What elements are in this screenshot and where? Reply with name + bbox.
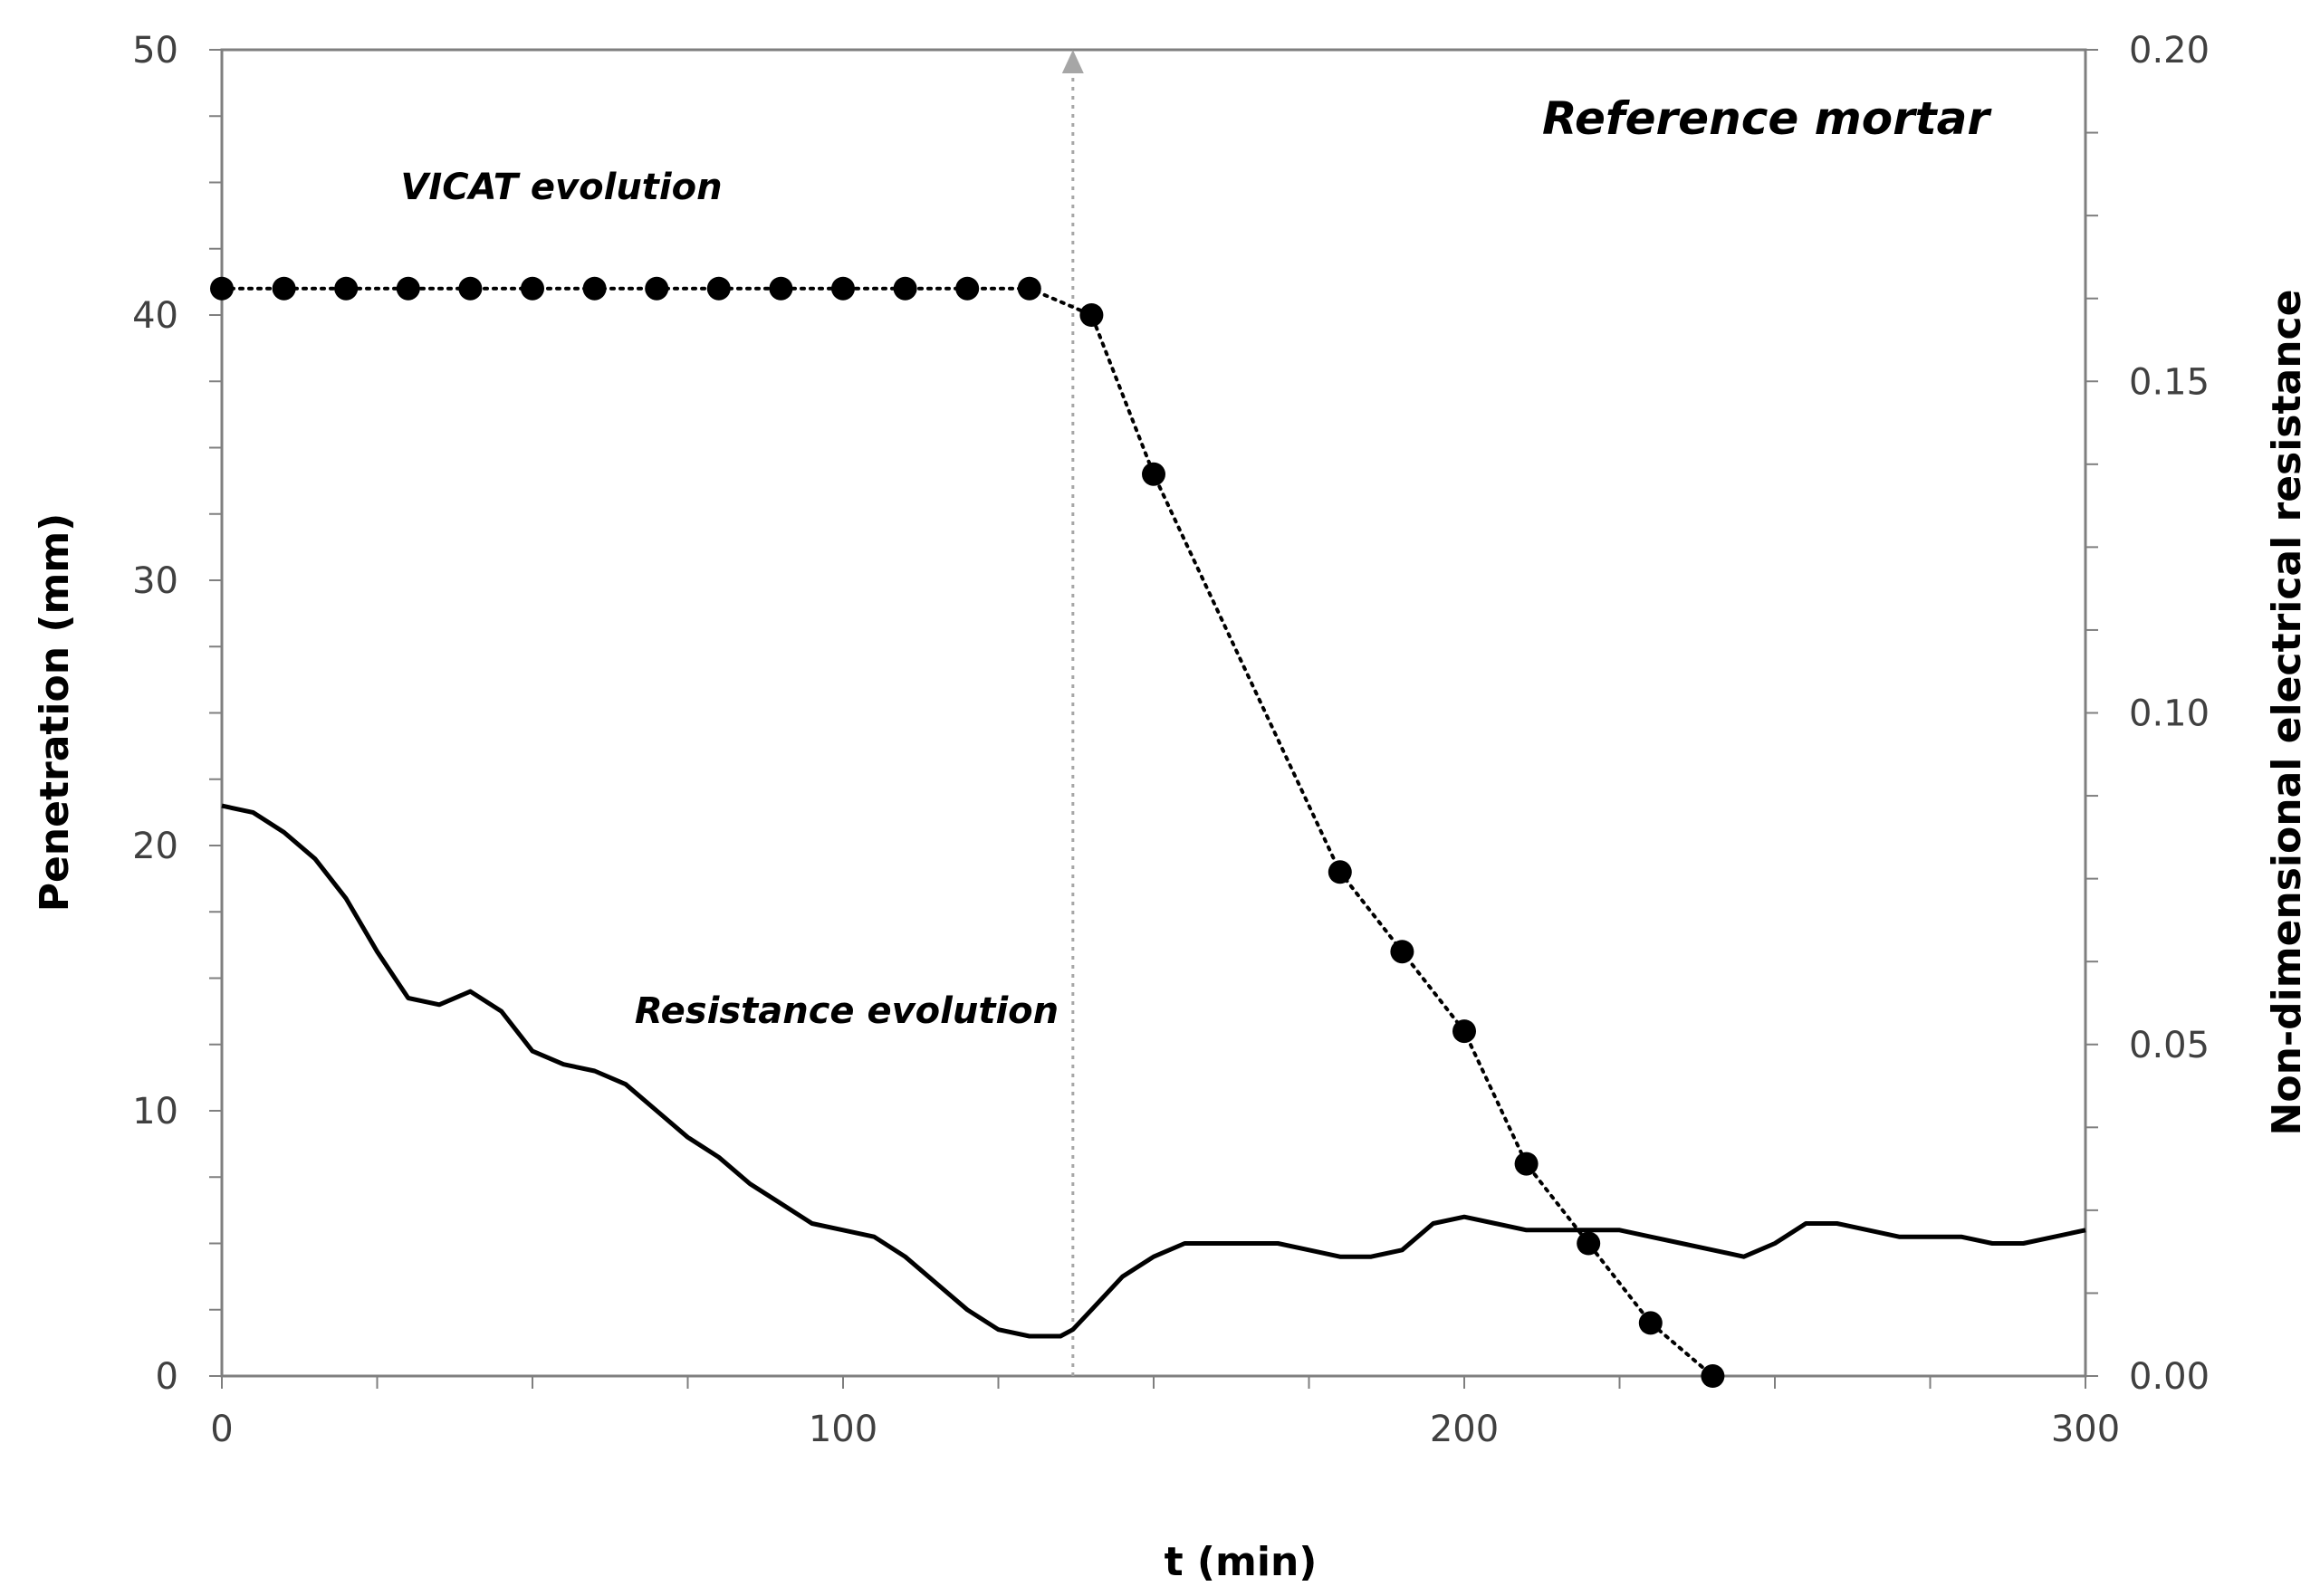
vicat-point bbox=[521, 276, 544, 301]
plot-frame bbox=[220, 48, 2087, 1378]
y-tick-label: 40 bbox=[132, 295, 178, 337]
vicat-point bbox=[1328, 860, 1352, 884]
x-tick-label: 0 bbox=[210, 1409, 233, 1450]
vicat-point bbox=[458, 276, 483, 301]
vicat-point bbox=[210, 276, 234, 301]
y-tick-label: 0 bbox=[156, 1356, 178, 1398]
y2-tick-label: 0.15 bbox=[2129, 361, 2210, 403]
vicat-point bbox=[1577, 1231, 1601, 1256]
vicat-point bbox=[396, 276, 420, 301]
y-tick-label: 10 bbox=[132, 1091, 178, 1132]
vicat-point bbox=[706, 276, 731, 301]
series-layer bbox=[210, 276, 2086, 1388]
vicat-point bbox=[582, 276, 607, 301]
y-axis-title: Penetration (mm) bbox=[32, 513, 78, 913]
vicat-point bbox=[334, 276, 359, 301]
vicat-point bbox=[1017, 276, 1041, 301]
y-tick-label: 20 bbox=[132, 826, 178, 867]
vicat-point bbox=[1638, 1311, 1663, 1335]
vicat-point bbox=[1514, 1152, 1539, 1176]
x-tick-label: 200 bbox=[1430, 1409, 1499, 1450]
vicat-point bbox=[1079, 303, 1104, 327]
y-tick-label: 30 bbox=[132, 560, 178, 602]
resistance-annotation: Resistance evolution bbox=[635, 990, 1059, 1032]
vicat-point bbox=[893, 276, 917, 301]
vicat-annotation: VICAT evolution bbox=[400, 167, 722, 208]
vicat-point bbox=[645, 276, 669, 301]
vicat-point bbox=[831, 276, 855, 301]
vicat-point bbox=[1142, 462, 1165, 486]
y2-tick-label: 0.00 bbox=[2129, 1356, 2210, 1398]
y2-tick-label: 0.20 bbox=[2129, 30, 2210, 72]
y2-tick-label: 0.10 bbox=[2129, 693, 2210, 735]
y2-axis-title: Non-dimensional electrical resistance bbox=[2264, 290, 2310, 1136]
x-axis-title: t (min) bbox=[1165, 1539, 1318, 1585]
vicat-point bbox=[1701, 1364, 1725, 1388]
resistance-series-line bbox=[221, 803, 2086, 1339]
vicat-point bbox=[272, 276, 296, 301]
axis-ticks bbox=[209, 49, 2098, 1389]
y-tick-label: 50 bbox=[132, 30, 178, 72]
axis-tick-labels: 0 100 200 300 0 10 20 30 40 50 0.00 0.05 0.10 0.15 0.2… bbox=[132, 30, 2210, 1450]
chart-title: Reference mortar bbox=[1542, 92, 1992, 145]
vicat-point bbox=[769, 276, 793, 301]
vicat-point bbox=[1452, 1019, 1476, 1044]
vicat-series-line bbox=[220, 286, 1715, 1378]
y2-tick-label: 0.05 bbox=[2129, 1025, 2210, 1066]
x-tick-label: 300 bbox=[2051, 1409, 2120, 1450]
vicat-point bbox=[1390, 940, 1414, 964]
vicat-point bbox=[955, 276, 980, 301]
x-tick-label: 100 bbox=[809, 1409, 877, 1450]
setting-time-marker-arrow bbox=[1061, 50, 1084, 73]
